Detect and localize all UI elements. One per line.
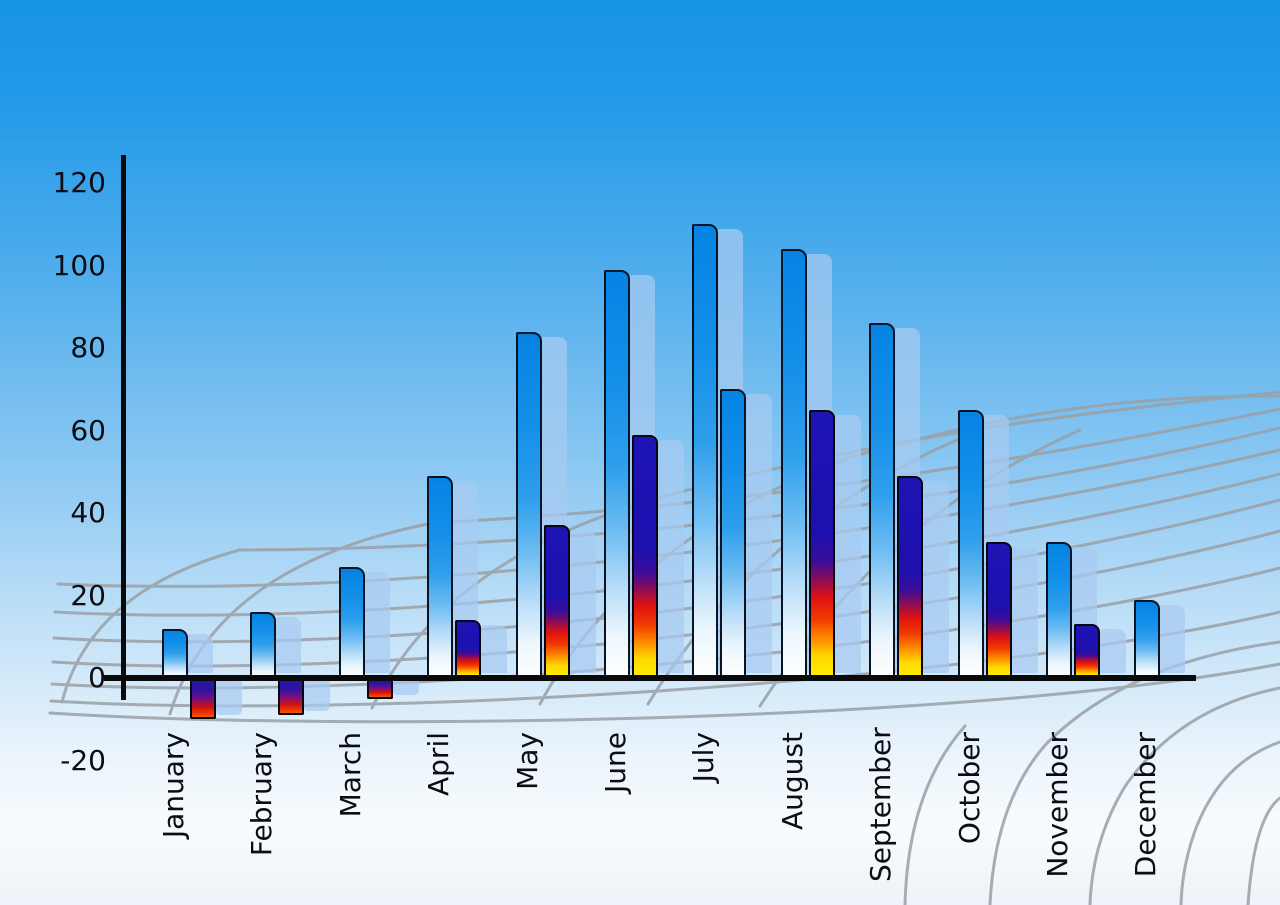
bar-shadow-december (1159, 604, 1186, 673)
x-axis-zero-line (104, 675, 1196, 681)
mesh-ring-curve (988, 640, 1280, 905)
accent-bar-shadow-august (834, 414, 861, 673)
y-tick-label-100: 100 (52, 248, 106, 282)
bar-july (692, 224, 719, 678)
accent-bar-july (720, 389, 747, 678)
accent-bar-january (190, 678, 216, 720)
bar-march (338, 566, 365, 678)
accent-bar-shadow-april (481, 625, 508, 673)
bar-december (1134, 599, 1161, 678)
accent-bar-shadow-september (923, 480, 950, 673)
month-label-november: November (1041, 732, 1074, 878)
accent-bar-shadow-march (392, 679, 419, 695)
y-tick-label--20: -20 (60, 743, 106, 777)
bar-january (162, 628, 188, 678)
accent-bar-june (632, 434, 658, 678)
accent-bar-september (897, 475, 924, 678)
bar-august (780, 249, 807, 678)
accent-bar-shadow-july (746, 394, 773, 673)
month-label-april: April (422, 732, 456, 796)
y-tick-label-60: 60 (70, 413, 106, 447)
y-tick-label-20: 20 (70, 578, 106, 612)
month-label-august: August (775, 732, 809, 830)
month-label-september: September (864, 727, 898, 882)
accent-bar-shadow-october (1011, 546, 1038, 673)
accent-bar-may (543, 525, 570, 678)
y-tick-label-0: 0 (88, 661, 106, 694)
y-axis-line (121, 155, 126, 700)
bar-september (869, 323, 896, 678)
month-label-june: June (599, 732, 632, 793)
mesh-ring-curve (1179, 740, 1280, 905)
y-tick-label-40: 40 (70, 496, 106, 529)
bar-may (515, 331, 542, 678)
month-label-may: May (510, 732, 544, 790)
mesh-ring-curve (1088, 686, 1280, 905)
bar-february (250, 612, 277, 678)
y-tick-label-120: 120 (52, 166, 106, 199)
month-label-october: October (952, 732, 986, 845)
accent-bar-shadow-november (1100, 629, 1126, 673)
accent-bar-november (1074, 624, 1100, 678)
bar-shadow-january (187, 633, 213, 673)
accent-bar-march (366, 678, 393, 699)
accent-bar-august (808, 409, 835, 678)
month-label-july: July (687, 732, 721, 783)
mesh-ring-curve (1246, 796, 1280, 905)
bar-shadow-february (275, 617, 302, 673)
bar-november (1046, 541, 1072, 678)
accent-bar-april (455, 620, 482, 678)
bar-june (604, 269, 630, 678)
month-label-december: December (1129, 732, 1163, 878)
bar-october (957, 409, 984, 678)
month-label-february: February (245, 732, 279, 857)
accent-bar-shadow-january (216, 679, 242, 716)
bar-april (427, 475, 454, 678)
accent-bar-shadow-february (304, 679, 331, 712)
y-tick-label-80: 80 (70, 331, 106, 364)
accent-bar-shadow-june (658, 439, 684, 673)
accent-bar-october (985, 541, 1012, 678)
month-label-march: March (333, 732, 367, 818)
mesh-ring-curve (60, 549, 238, 704)
bar-shadow-march (363, 571, 390, 673)
accent-bar-february (278, 678, 305, 716)
mesh-ring-curve (903, 724, 967, 905)
accent-bar-shadow-may (569, 530, 596, 673)
month-label-january: January (157, 732, 190, 839)
